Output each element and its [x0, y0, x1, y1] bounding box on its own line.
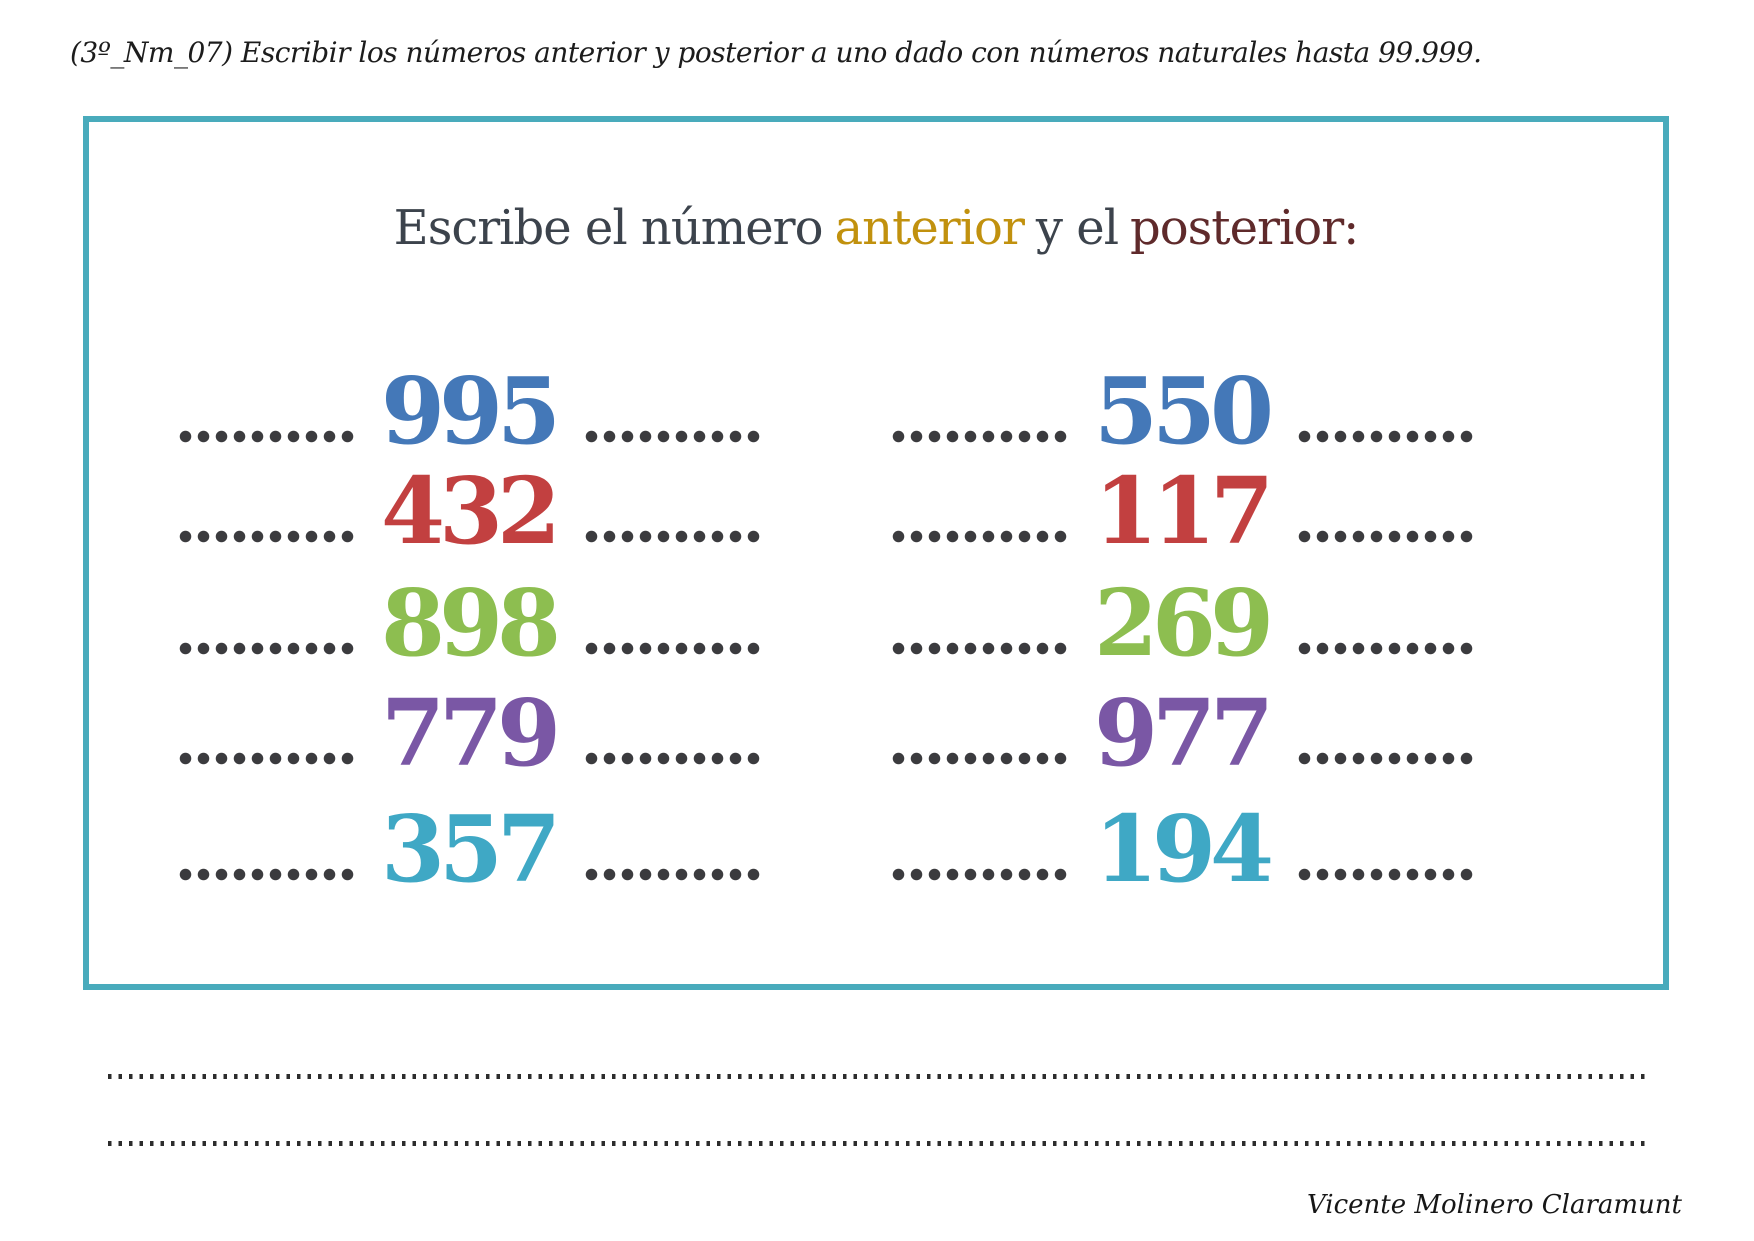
- exercise-item: 357: [141, 786, 801, 898]
- answer-blank-after: [585, 752, 764, 765]
- answer-blank-after: [585, 642, 764, 655]
- exercise-item: 550: [854, 348, 1514, 460]
- answer-blank-after: [1298, 642, 1477, 655]
- answer-blank-before: [178, 530, 357, 543]
- answer-blank-before: [891, 752, 1070, 765]
- given-number: 898: [380, 569, 561, 678]
- answer-blank-before: [891, 430, 1070, 443]
- given-number: 432: [380, 457, 561, 566]
- exercise-item: 995: [141, 348, 801, 460]
- title-lead-text: Escribe el número: [393, 200, 824, 256]
- exercise-item: 432: [141, 448, 801, 560]
- answer-blank-after: [1298, 868, 1477, 881]
- worksheet-objective-text: (3º_Nm_07) Escribir los números anterior…: [70, 36, 1482, 69]
- answer-blank-before: [178, 868, 357, 881]
- answer-blank-after: [1298, 530, 1477, 543]
- title-anterior-word: anterior: [834, 200, 1025, 256]
- answer-blank-before: [891, 530, 1070, 543]
- given-number: 995: [380, 357, 561, 466]
- given-number: 357: [380, 795, 561, 904]
- answer-blank-before: [178, 642, 357, 655]
- author-signature: Vicente Molinero Claramunt: [1306, 1190, 1682, 1220]
- exercise-item: 117: [854, 448, 1514, 560]
- exercise-box: Escribe el número anterior y el posterior: …: [83, 116, 1669, 990]
- exercise-item: 898: [141, 560, 801, 672]
- exercise-item: 269: [854, 560, 1514, 672]
- given-number: 779: [380, 679, 561, 788]
- answer-blank-after: [585, 530, 764, 543]
- title-posterior-word: posterior:: [1130, 200, 1359, 256]
- dotted-writing-line: [108, 1074, 1646, 1079]
- dotted-writing-line: [108, 1141, 1646, 1146]
- given-number: 550: [1093, 357, 1274, 466]
- exercise-item: 194: [854, 786, 1514, 898]
- exercise-item: 977: [854, 670, 1514, 782]
- answer-blank-after: [585, 868, 764, 881]
- answer-blank-after: [585, 430, 764, 443]
- answer-blank-before: [178, 752, 357, 765]
- given-number: 194: [1093, 795, 1274, 904]
- answer-blank-after: [1298, 430, 1477, 443]
- given-number: 977: [1093, 679, 1274, 788]
- given-number: 117: [1093, 457, 1274, 566]
- exercise-title: Escribe el número anterior y el posterior:: [89, 200, 1663, 256]
- given-number: 269: [1093, 569, 1274, 678]
- answer-blank-before: [891, 868, 1070, 881]
- title-middle-text: y el: [1035, 200, 1119, 256]
- answer-blank-before: [178, 430, 357, 443]
- answer-blank-after: [1298, 752, 1477, 765]
- answer-blank-before: [891, 642, 1070, 655]
- exercise-item: 779: [141, 670, 801, 782]
